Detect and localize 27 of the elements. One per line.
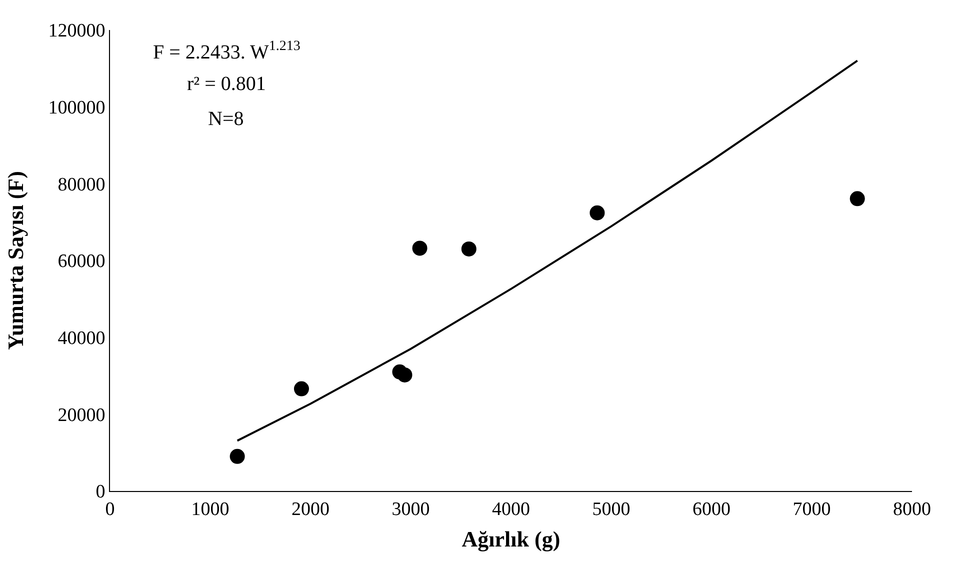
point [461, 241, 476, 256]
annotation: r² = 0.801 [187, 73, 266, 95]
y-tick-label: 60000 [58, 251, 106, 272]
x-tick-label: 2000 [292, 498, 330, 520]
x-tick-label: 1000 [191, 498, 230, 520]
point [397, 367, 412, 382]
y-tick-label: 100000 [48, 97, 106, 118]
y-tick-label: 80000 [58, 174, 106, 196]
y-tick-label: 40000 [58, 328, 106, 349]
x-tick-label: 5000 [592, 498, 630, 520]
point [850, 191, 865, 206]
annotation: F = 2.2433. W$^{1.213}$ [153, 39, 300, 64]
annotation: N=8 [208, 108, 244, 130]
y-tick-label: 120000 [48, 20, 106, 42]
y-tick-label: 0 [96, 482, 106, 503]
y-axis-title: Yumurta Sayısı (F) [3, 171, 28, 350]
point [590, 205, 605, 220]
y-tick-label: 20000 [58, 404, 106, 426]
point [294, 381, 309, 396]
x-axis-title: Ağırlık (g) [462, 526, 560, 552]
x-tick-label: 4000 [492, 498, 530, 520]
point [412, 240, 428, 256]
x-tick-label: 8000 [893, 498, 931, 520]
x-tick-label: 3000 [392, 498, 430, 520]
x-tick-label: 7000 [792, 498, 831, 520]
point [230, 448, 245, 464]
x-tick-label: 6000 [692, 498, 730, 520]
